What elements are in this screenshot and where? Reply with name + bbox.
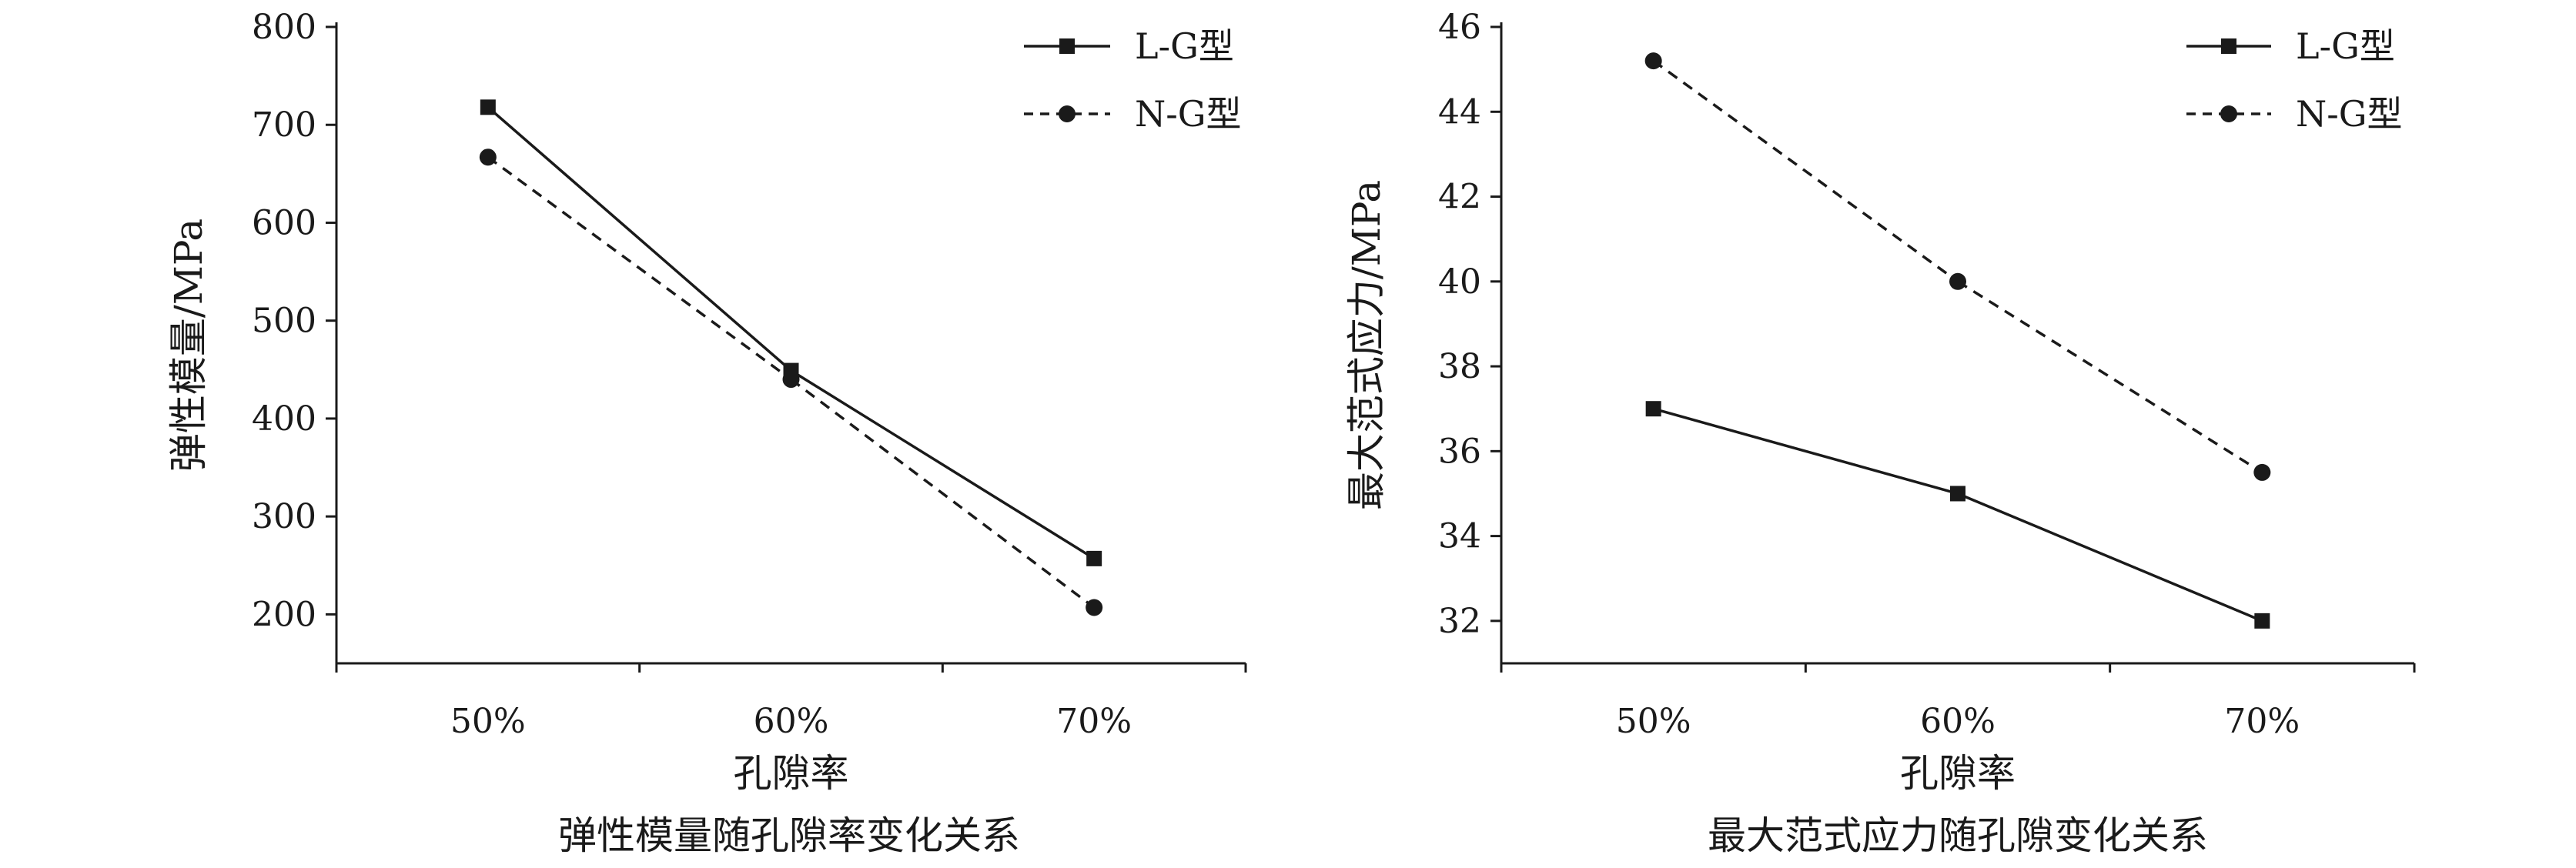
y-tick-label: 42	[1438, 178, 1481, 217]
legend-label: L-G型	[1135, 25, 1234, 67]
legend-marker-circle	[1059, 105, 1076, 122]
series-1-point	[782, 371, 800, 389]
y-axis-label: 弹性模量/MPa	[166, 219, 211, 472]
series-0-segment	[487, 106, 792, 372]
series-1-point	[1644, 52, 1662, 70]
y-tick-label: 32	[1438, 602, 1481, 641]
y-tick-label: 300	[252, 497, 316, 536]
y-tick-label: 700	[252, 105, 316, 145]
series-0-segment	[1957, 492, 2263, 623]
chart-panel-elastic-modulus: 200 300 400 500 600 700 800 50% 60% 70% 孔隙率 弹性模量/MP…	[166, 8, 1247, 858]
y-tick-label: 400	[252, 399, 316, 439]
series-1-point	[479, 149, 497, 166]
y-tick-label: 44	[1438, 92, 1481, 132]
x-tick-label: 50%	[1616, 702, 1691, 741]
series-1-segment	[487, 155, 792, 381]
y-tick-label: 800	[252, 8, 316, 47]
legend-marker-square	[2221, 38, 2236, 54]
series-0-segment	[790, 369, 1096, 560]
y-tick-label: 200	[252, 595, 316, 634]
series-1-segment	[1652, 59, 1959, 283]
y-tick-label: 500	[252, 302, 316, 341]
chart-panel-max-stress: 32 34 36 38 40 42 44 46 50% 60% 70% 孔隙率 最大范式应力/MPa 最大…	[1344, 8, 2416, 858]
x-tick-label: 50%	[450, 702, 526, 741]
series-0-point	[2254, 613, 2270, 629]
series-1-point	[1949, 272, 1966, 290]
legend-label: N-G型	[2296, 93, 2403, 135]
y-tick-label: 36	[1438, 432, 1481, 471]
legend-marker-circle	[2220, 105, 2237, 122]
x-tick-label: 70%	[2224, 702, 2300, 741]
series-0-point	[1086, 550, 1102, 566]
legend-label: L-G型	[2296, 25, 2395, 67]
y-tick-label: 600	[252, 203, 316, 242]
legend-marker-square	[1059, 38, 1075, 54]
y-axis-label: 最大范式应力/MPa	[1344, 180, 1389, 510]
series-0-point	[480, 99, 496, 115]
series-0-point	[1645, 401, 1661, 417]
series-0-point	[1950, 486, 1965, 502]
x-tick-label: 60%	[754, 702, 829, 741]
x-axis-label: 孔隙率	[1900, 751, 2016, 796]
chart-caption: 最大范式应力随孔隙变化关系	[1708, 813, 2208, 858]
series-1-segment	[1957, 280, 2263, 474]
y-tick-label: 46	[1438, 8, 1481, 47]
series-1-point	[1086, 599, 1103, 616]
legend-label: N-G型	[1135, 93, 1242, 135]
x-axis-label: 孔隙率	[734, 751, 849, 796]
y-tick-label: 38	[1438, 347, 1481, 386]
chart-caption: 弹性模量随孔隙率变化关系	[558, 813, 1020, 858]
series-0-segment	[1653, 407, 1959, 496]
y-tick-label: 34	[1438, 517, 1481, 556]
x-tick-label: 60%	[1920, 702, 1996, 741]
x-tick-label: 70%	[1056, 702, 1132, 741]
series-1-point	[2253, 463, 2271, 481]
series-1-segment	[790, 378, 1096, 609]
y-tick-label: 40	[1438, 262, 1481, 302]
